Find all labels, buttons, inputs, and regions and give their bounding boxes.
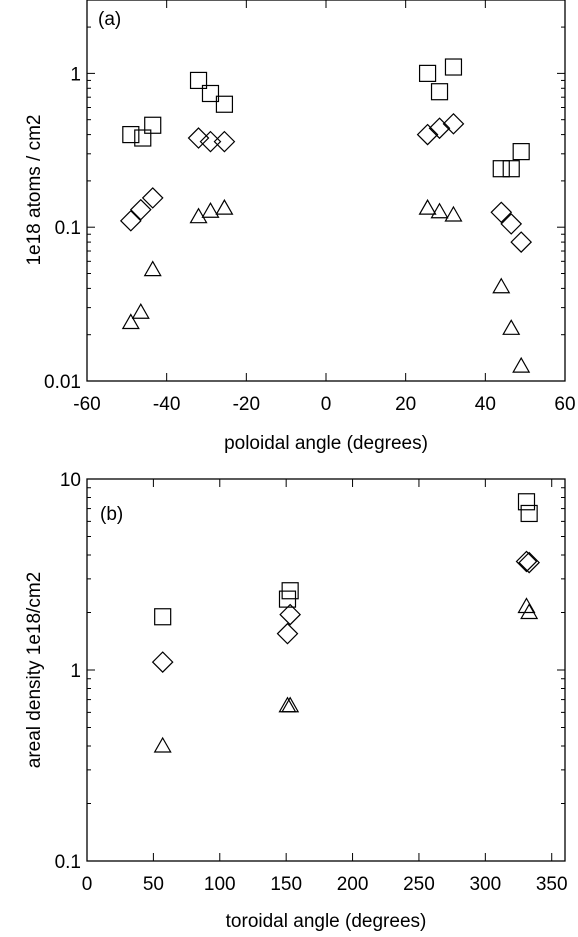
- square-marker-a-2: [144, 116, 162, 134]
- x-axis-label-a: poloidal angle (degrees): [224, 433, 428, 454]
- x-tick-label-a-2: -20: [233, 394, 260, 415]
- triangle-marker-b-2: [281, 696, 300, 713]
- square-marker-a-3: [189, 71, 208, 90]
- triangle-marker-b-0: [153, 736, 172, 753]
- diamond-marker-b-3: [515, 550, 538, 573]
- triangle-marker-a-0: [121, 313, 140, 330]
- x-axis-label-b: toroidal angle (degrees): [226, 911, 427, 932]
- y-tick-label-a-2: 1: [70, 64, 81, 85]
- triangle-marker-a-8: [444, 205, 463, 222]
- plot-area-frame-b: [86, 478, 566, 862]
- y-tick-label-a-1: 0.1: [55, 218, 81, 239]
- triangle-marker-a-6: [418, 198, 437, 215]
- square-marker-a-8: [444, 58, 463, 76]
- diamond-marker-a-1: [129, 198, 152, 221]
- x-tick-label-b-6: 300: [469, 874, 501, 895]
- panel-label-a: (a): [98, 9, 121, 30]
- x-tick-label-b-7: 350: [536, 874, 568, 895]
- triangle-marker-a-3: [189, 207, 208, 224]
- x-tick-label-b-0: 0: [82, 874, 93, 895]
- triangle-marker-b-1: [278, 696, 297, 713]
- triangle-marker-a-11: [512, 356, 531, 373]
- triangle-marker-a-10: [502, 319, 521, 335]
- triangle-marker-a-7: [430, 202, 449, 219]
- panel-a: (a) poloidal angle (degrees) 1e18 atoms …: [24, 0, 576, 454]
- x-tick-label-a-3: 0: [321, 394, 332, 415]
- square-marker-a-9: [492, 160, 510, 178]
- square-marker-a-7: [430, 83, 449, 101]
- diamond-marker-a-0: [119, 209, 142, 232]
- triangle-marker-a-5: [215, 198, 234, 215]
- diamond-marker-a-2: [141, 187, 164, 209]
- x-tick-label-a-1: -40: [153, 394, 180, 415]
- x-tick-label-b-1: 50: [143, 874, 164, 895]
- panel-b: (b) toroidal angle (degrees) areal densi…: [24, 470, 568, 932]
- diamond-marker-b-4: [518, 551, 540, 574]
- square-marker-a-6: [418, 64, 437, 82]
- data-marks-a: [119, 58, 533, 373]
- axis-ticks-a: -60 -40 -20 0 20 40 60 0.01 0.1 1: [44, 0, 576, 415]
- x-tick-label-b-3: 150: [270, 874, 302, 895]
- square-marker-a-11: [512, 143, 530, 161]
- diamond-marker-b-0: [151, 651, 174, 673]
- triangle-marker-b-4: [520, 603, 539, 620]
- x-tick-label-b-2: 100: [204, 874, 236, 895]
- diamond-marker-a-4: [199, 130, 222, 153]
- y-tick-label-b-2: 10: [60, 470, 81, 491]
- diamond-marker-a-3: [187, 127, 210, 149]
- x-tick-label-a-6: 60: [554, 394, 575, 415]
- x-tick-label-b-5: 250: [403, 874, 435, 895]
- diamond-marker-a-8: [442, 112, 465, 135]
- triangle-marker-a-2: [143, 260, 162, 277]
- square-marker-a-4: [201, 84, 220, 103]
- x-tick-label-a-4: 20: [395, 394, 416, 415]
- diamond-marker-b-2: [279, 603, 301, 626]
- triangle-marker-a-4: [201, 202, 220, 218]
- axis-ticks-b: 0 50 100 150 200 250 300 350 0.1 1 10: [55, 470, 568, 895]
- diamond-marker-a-6: [416, 123, 439, 146]
- diamond-marker-a-10: [500, 213, 523, 235]
- data-marks-b: [151, 493, 540, 753]
- square-marker-a-5: [215, 95, 234, 113]
- diamond-marker-a-11: [510, 231, 533, 253]
- square-marker-b-3: [517, 493, 536, 511]
- diamond-marker-a-7: [428, 117, 451, 140]
- y-axis-label-b: areal density 1e18/cm2: [24, 572, 45, 768]
- plot-area-frame-a: [86, 0, 566, 382]
- triangle-marker-a-1: [131, 303, 150, 319]
- triangle-marker-b-3: [517, 597, 536, 614]
- triangle-marker-a-9: [492, 277, 511, 294]
- diamond-marker-a-5: [213, 130, 236, 153]
- square-marker-a-10: [502, 160, 520, 178]
- square-marker-b-4: [520, 504, 538, 523]
- panel-label-b: (b): [100, 504, 123, 525]
- square-marker-b-2: [281, 582, 299, 600]
- y-tick-label-a-0: 0.01: [44, 372, 81, 393]
- square-marker-a-1: [134, 129, 152, 147]
- x-tick-label-b-4: 200: [337, 874, 369, 895]
- diamond-marker-a-9: [490, 201, 513, 224]
- diamond-marker-b-1: [276, 622, 299, 645]
- square-marker-b-0: [154, 608, 172, 626]
- x-tick-label-a-5: 40: [475, 394, 496, 415]
- y-tick-label-b-1: 1: [70, 661, 81, 682]
- square-marker-a-0: [122, 125, 140, 144]
- y-axis-label-a: 1e18 atoms / cm2: [24, 114, 45, 265]
- x-tick-label-a-0: -60: [73, 394, 100, 415]
- y-tick-label-b-0: 0.1: [55, 852, 81, 873]
